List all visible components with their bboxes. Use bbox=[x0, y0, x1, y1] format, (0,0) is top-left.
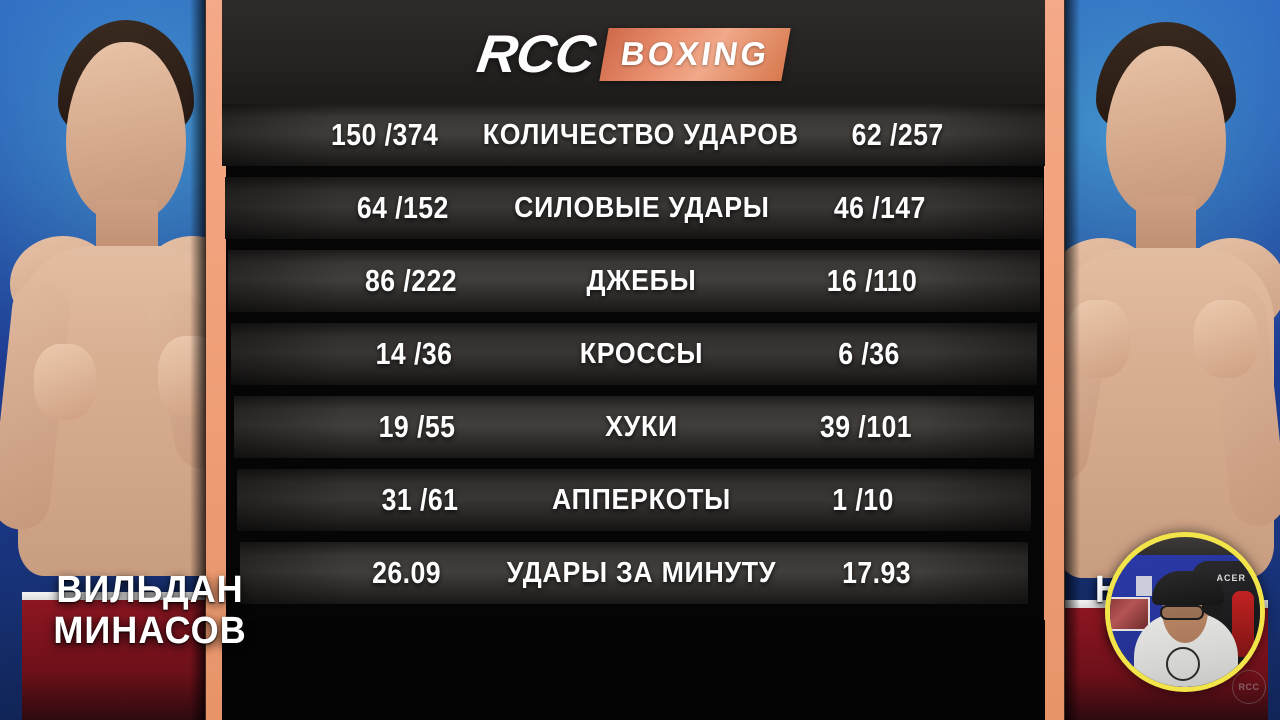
stat-label: АППЕРКОТЫ bbox=[552, 483, 731, 516]
streamer-webcam-overlay[interactable]: ACER bbox=[1105, 532, 1265, 692]
stat-value-left: 150 /374 bbox=[331, 117, 439, 152]
stat-value-right: 39 /101 bbox=[820, 409, 912, 444]
row-background bbox=[231, 323, 1037, 385]
row-background bbox=[240, 542, 1028, 604]
stat-row: 14 /36 КРОССЫ 6 /36 bbox=[231, 323, 1037, 385]
gaming-chair-accent bbox=[1232, 591, 1254, 657]
webcam-wall-note bbox=[1136, 576, 1152, 596]
row-background bbox=[222, 104, 1045, 166]
stat-label: ХУКИ bbox=[605, 410, 678, 443]
row-background bbox=[234, 396, 1034, 458]
left-edge-shadow bbox=[190, 0, 206, 720]
panel-header: RCC BOXING bbox=[222, 0, 1045, 104]
right-accent-stripe bbox=[1044, 0, 1065, 720]
row-background bbox=[237, 469, 1031, 531]
logo-boxing-badge: BOXING bbox=[599, 27, 792, 81]
logo-rcc-text: RCC bbox=[474, 24, 599, 84]
panel-bottom-fill bbox=[222, 620, 1045, 720]
left-fighter-last-name: МИНАСОВ bbox=[53, 609, 247, 652]
stat-row: 64 /152 СИЛОВЫЕ УДАРЫ 46 /147 bbox=[225, 177, 1043, 239]
stat-row: 86 /222 ДЖЕБЫ 16 /110 bbox=[228, 250, 1040, 312]
glasses-icon bbox=[1160, 605, 1204, 620]
stat-label: ДЖЕБЫ bbox=[586, 264, 697, 297]
stat-value-right: 62 /257 bbox=[851, 117, 944, 152]
stat-value-right: 16 /110 bbox=[826, 263, 918, 298]
row-background bbox=[225, 177, 1043, 239]
stat-value-left: 26.09 bbox=[372, 555, 441, 590]
streamer-cap bbox=[1152, 571, 1224, 605]
stat-value-right: 1 /10 bbox=[832, 482, 894, 517]
left-fighter-name: ВИЛЬДАН МИНАСОВ bbox=[8, 568, 293, 652]
stat-row: 19 /55 ХУКИ 39 /101 bbox=[234, 396, 1034, 458]
stat-value-left: 86 /222 bbox=[365, 263, 457, 298]
row-background bbox=[228, 250, 1040, 312]
stat-value-left: 31 /61 bbox=[381, 482, 459, 517]
left-accent-stripe bbox=[205, 0, 226, 720]
stat-value-left: 64 /152 bbox=[356, 190, 449, 225]
stat-value-right: 46 /147 bbox=[834, 190, 927, 225]
stat-value-right: 17.93 bbox=[842, 555, 911, 590]
left-fighter-panel bbox=[0, 0, 226, 720]
rcc-boxing-logo: RCC BOXING bbox=[474, 24, 792, 85]
logo-boxing-text: BOXING bbox=[618, 34, 773, 72]
stat-row: 150 /374 КОЛИЧЕСТВО УДАРОВ 62 /257 bbox=[222, 104, 1045, 166]
webcam-side-picture bbox=[1110, 597, 1150, 631]
stat-value-right: 6 /36 bbox=[838, 336, 900, 371]
stat-label: СИЛОВЫЕ УДАРЫ bbox=[513, 191, 770, 224]
stat-label: УДАРЫ ЗА МИНУТУ bbox=[506, 556, 777, 589]
stat-label: КОЛИЧЕСТВО УДАРОВ bbox=[483, 118, 799, 151]
stats-rows: 150 /374 КОЛИЧЕСТВО УДАРОВ 62 /257 64 /1… bbox=[222, 104, 1045, 615]
stat-row: 26.09 УДАРЫ ЗА МИНУТУ 17.93 bbox=[240, 542, 1028, 604]
hoodie-print-graphic bbox=[1166, 647, 1200, 681]
left-fighter-first-name: ВИЛЬДАН bbox=[56, 568, 244, 611]
stat-label: КРОССЫ bbox=[579, 337, 704, 370]
stat-value-left: 19 /55 bbox=[378, 409, 456, 444]
stat-row: 31 /61 АППЕРКОТЫ 1 /10 bbox=[237, 469, 1031, 531]
chair-brand-label: ACER bbox=[1216, 573, 1246, 583]
stat-value-left: 14 /36 bbox=[375, 336, 453, 371]
stats-panel: RCC BOXING 150 /374 КОЛИЧЕСТВО УДАРОВ 62… bbox=[222, 0, 1045, 620]
